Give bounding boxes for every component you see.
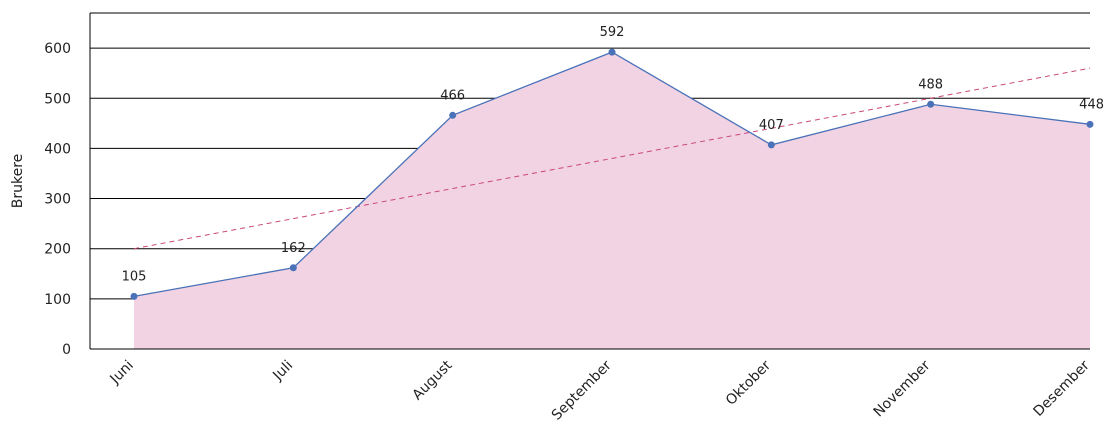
x-tick-label: Oktober [723,357,774,408]
data-point [608,48,616,56]
x-tick-label: August [410,357,456,403]
data-point [449,111,457,119]
data-label: 592 [600,25,625,40]
y-tick-labels: 0 100 200 300 400 500 600 [44,41,71,358]
markers [130,48,1094,300]
y-tick-label: 100 [44,292,71,308]
x-tick-label: November [871,357,934,420]
trendline [133,67,1091,250]
x-tick-label: Juni [107,358,137,388]
data-point [767,141,775,149]
data-label: 488 [918,77,943,92]
data-label: 105 [122,269,147,284]
x-tick-labels: Juni Juli August September Oktober November De… [107,357,1093,423]
x-tick-label: September [549,357,615,423]
data-label: 162 [281,241,306,256]
data-label: 407 [759,118,784,133]
data-point [130,292,138,300]
data-point [289,264,297,272]
area-fill [134,52,1090,349]
y-tick-label: 0 [62,342,71,358]
y-tick-label: 600 [44,41,71,57]
data-label: 448 [1079,97,1104,112]
x-tick-label: Juli [269,358,296,385]
y-axis-title: Brukere [10,154,26,209]
y-tick-label: 500 [44,91,71,107]
y-tick-label: 200 [44,242,71,258]
y-tick-label: 400 [44,141,71,157]
data-point [1086,120,1094,128]
y-tick-label: 300 [44,192,71,208]
data-label: 466 [440,88,465,103]
data-labels: 105 162 466 592 407 488 448 [122,25,1104,284]
x-tick-label: Desember [1030,357,1093,420]
data-point [927,100,935,108]
